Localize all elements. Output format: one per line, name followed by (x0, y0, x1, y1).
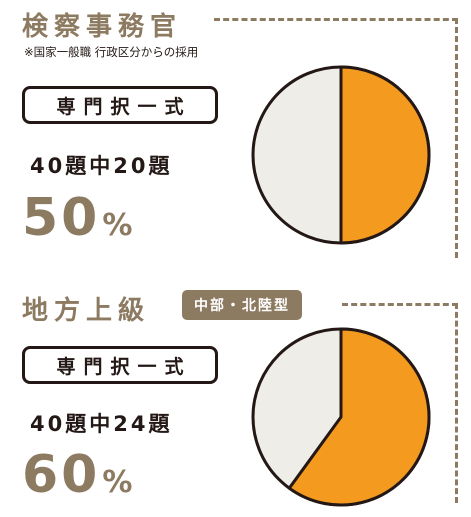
section-title: 地方上級 (22, 296, 151, 326)
percentage-number: 50 (22, 188, 101, 248)
exam-format-badge: 専門択一式 (22, 86, 218, 124)
pie-chart (251, 327, 431, 507)
exam-format-badge: 専門択一式 (22, 346, 218, 384)
percentage: 60% (22, 445, 132, 505)
pie-highlight-slice (339, 65, 431, 245)
region-tag: 中部・北陸型 (182, 290, 302, 320)
pie-chart (251, 65, 431, 245)
note: ※国家一般職 行政区分からの採用 (24, 45, 199, 59)
dashed-line (214, 18, 458, 21)
dashed-line (455, 18, 458, 258)
section-local-senior: 地方上級 中部・北陸型 専門択一式 40題中24題 60% (0, 278, 471, 517)
percentage: 50% (22, 188, 132, 248)
percentage-number: 60 (22, 445, 101, 505)
dashed-line (342, 303, 458, 306)
question-count: 40題中20題 (30, 154, 173, 178)
question-count: 40題中24題 (30, 412, 173, 436)
percentage-unit: % (102, 208, 133, 243)
pie-highlight-slice (287, 327, 431, 507)
dashed-line (455, 303, 458, 503)
section-prosecution-officer: 検察事務官 ※国家一般職 行政区分からの採用 専門択一式 40題中20題 50% (22, 12, 458, 258)
section-title: 検察事務官 (22, 12, 183, 42)
percentage-unit: % (102, 465, 133, 500)
